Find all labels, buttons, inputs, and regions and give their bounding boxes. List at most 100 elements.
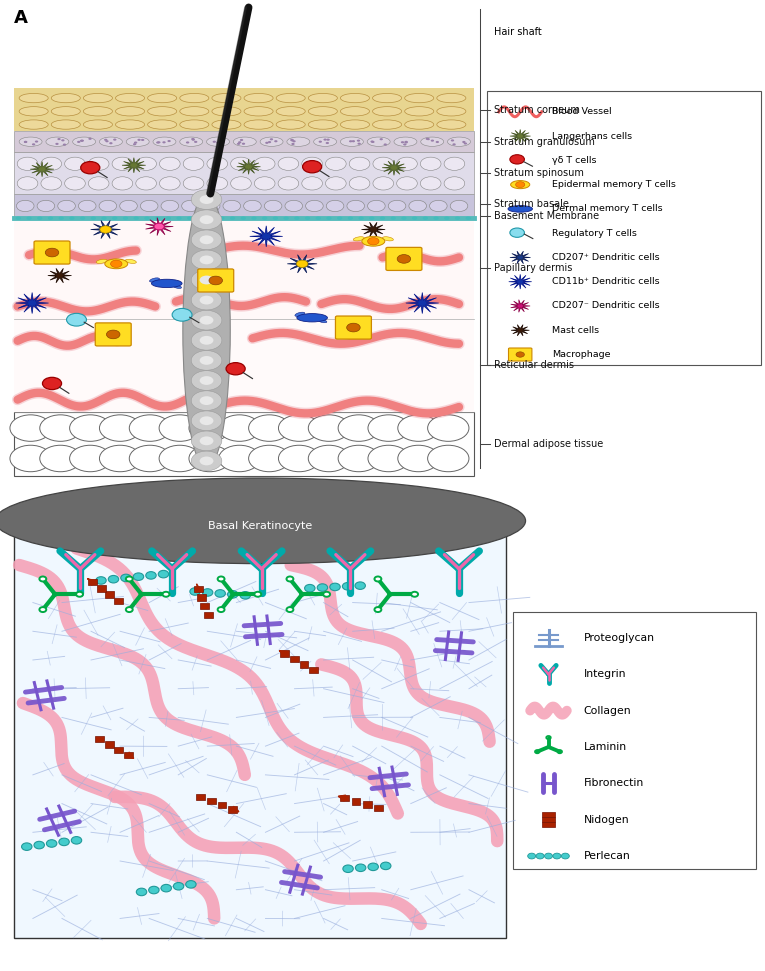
Circle shape bbox=[79, 140, 82, 143]
Circle shape bbox=[191, 140, 194, 142]
Ellipse shape bbox=[148, 93, 177, 103]
Circle shape bbox=[347, 200, 365, 212]
Circle shape bbox=[191, 330, 222, 351]
Circle shape bbox=[112, 140, 116, 142]
Circle shape bbox=[545, 854, 552, 859]
Circle shape bbox=[16, 200, 34, 212]
Circle shape bbox=[353, 143, 356, 145]
Ellipse shape bbox=[340, 137, 363, 147]
Circle shape bbox=[401, 142, 404, 144]
Circle shape bbox=[301, 177, 323, 190]
Circle shape bbox=[60, 138, 64, 140]
Circle shape bbox=[428, 446, 469, 472]
Circle shape bbox=[165, 217, 171, 219]
Circle shape bbox=[286, 607, 293, 612]
Circle shape bbox=[353, 143, 356, 145]
Polygon shape bbox=[145, 218, 173, 236]
Circle shape bbox=[159, 446, 200, 472]
Circle shape bbox=[349, 177, 370, 190]
Text: Mast cells: Mast cells bbox=[552, 325, 600, 335]
Circle shape bbox=[369, 217, 375, 219]
Circle shape bbox=[294, 217, 300, 219]
Circle shape bbox=[396, 177, 418, 190]
Ellipse shape bbox=[19, 107, 48, 116]
Circle shape bbox=[421, 177, 441, 190]
Circle shape bbox=[80, 217, 85, 219]
Ellipse shape bbox=[125, 259, 136, 263]
Circle shape bbox=[99, 446, 141, 472]
Circle shape bbox=[186, 144, 189, 146]
Ellipse shape bbox=[362, 236, 385, 247]
Circle shape bbox=[176, 217, 182, 219]
Circle shape bbox=[249, 415, 290, 441]
Circle shape bbox=[67, 314, 86, 326]
Circle shape bbox=[327, 200, 344, 212]
Text: Stratum granulosum: Stratum granulosum bbox=[494, 137, 595, 147]
Circle shape bbox=[396, 157, 418, 170]
FancyBboxPatch shape bbox=[340, 795, 349, 801]
Circle shape bbox=[41, 157, 61, 170]
Ellipse shape bbox=[51, 107, 80, 116]
Ellipse shape bbox=[308, 107, 337, 116]
Ellipse shape bbox=[148, 119, 177, 129]
Circle shape bbox=[249, 446, 290, 472]
FancyBboxPatch shape bbox=[194, 586, 203, 592]
FancyBboxPatch shape bbox=[197, 269, 233, 292]
Circle shape bbox=[433, 144, 437, 146]
Circle shape bbox=[158, 140, 161, 143]
Circle shape bbox=[110, 260, 122, 267]
Polygon shape bbox=[511, 324, 529, 336]
Circle shape bbox=[390, 217, 396, 219]
Circle shape bbox=[88, 157, 109, 170]
Circle shape bbox=[374, 577, 381, 582]
Circle shape bbox=[304, 585, 315, 592]
Circle shape bbox=[368, 415, 409, 441]
Circle shape bbox=[370, 142, 373, 144]
Circle shape bbox=[458, 142, 462, 145]
Text: Blood Vessel: Blood Vessel bbox=[552, 108, 612, 117]
Circle shape bbox=[112, 217, 118, 219]
Polygon shape bbox=[237, 159, 260, 175]
Circle shape bbox=[21, 843, 32, 851]
Circle shape bbox=[266, 139, 269, 141]
Circle shape bbox=[368, 446, 409, 472]
Circle shape bbox=[516, 352, 524, 357]
Circle shape bbox=[251, 217, 257, 219]
Circle shape bbox=[374, 607, 381, 612]
FancyBboxPatch shape bbox=[217, 802, 226, 809]
Ellipse shape bbox=[287, 137, 310, 147]
Circle shape bbox=[174, 883, 184, 890]
Circle shape bbox=[388, 592, 392, 596]
Circle shape bbox=[45, 249, 59, 257]
Circle shape bbox=[130, 141, 134, 143]
Circle shape bbox=[155, 217, 161, 219]
Ellipse shape bbox=[99, 137, 122, 147]
Circle shape bbox=[191, 431, 222, 451]
Circle shape bbox=[183, 177, 203, 190]
FancyBboxPatch shape bbox=[14, 412, 474, 476]
Ellipse shape bbox=[174, 285, 181, 288]
FancyBboxPatch shape bbox=[97, 586, 106, 591]
Ellipse shape bbox=[353, 237, 364, 241]
Circle shape bbox=[29, 138, 33, 140]
Circle shape bbox=[355, 582, 366, 589]
Ellipse shape bbox=[83, 93, 112, 103]
Text: Stratum basale: Stratum basale bbox=[494, 199, 569, 210]
Circle shape bbox=[430, 200, 447, 212]
Circle shape bbox=[34, 841, 44, 849]
Text: Basement Membrane: Basement Membrane bbox=[494, 211, 599, 220]
Circle shape bbox=[219, 446, 260, 472]
Circle shape bbox=[324, 591, 330, 597]
Circle shape bbox=[47, 840, 57, 848]
FancyBboxPatch shape bbox=[105, 741, 113, 748]
Circle shape bbox=[17, 157, 37, 170]
Circle shape bbox=[444, 217, 450, 219]
Circle shape bbox=[237, 143, 240, 145]
Circle shape bbox=[189, 446, 230, 472]
FancyBboxPatch shape bbox=[34, 241, 70, 264]
Ellipse shape bbox=[373, 107, 402, 116]
Circle shape bbox=[37, 217, 43, 219]
Circle shape bbox=[330, 584, 340, 590]
Ellipse shape bbox=[19, 137, 42, 147]
FancyBboxPatch shape bbox=[300, 661, 308, 668]
